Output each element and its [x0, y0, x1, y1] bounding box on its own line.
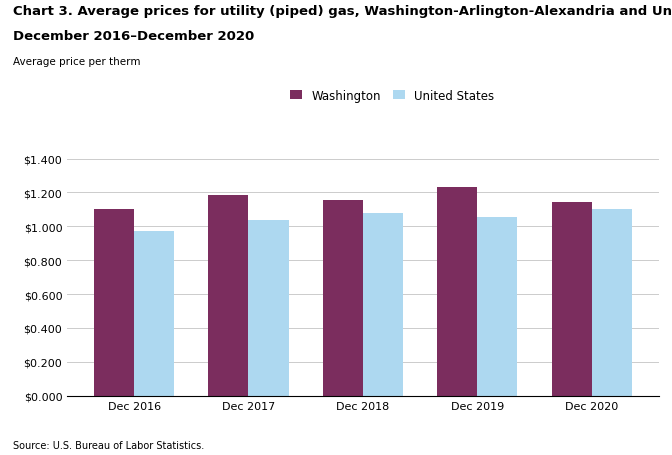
Bar: [591, 209, 632, 396]
Bar: [94, 210, 134, 396]
Bar: [552, 202, 591, 396]
Text: Average price per therm: Average price per therm: [13, 57, 141, 67]
Bar: [437, 187, 477, 396]
Bar: [323, 201, 363, 396]
Bar: [363, 213, 403, 396]
Bar: [134, 232, 174, 396]
Text: Chart 3. Average prices for utility (piped) gas, Washington-Arlington-Alexandria: Chart 3. Average prices for utility (pip…: [13, 5, 672, 18]
Text: December 2016–December 2020: December 2016–December 2020: [13, 30, 255, 43]
Bar: [477, 217, 517, 396]
Text: Source: U.S. Bureau of Labor Statistics.: Source: U.S. Bureau of Labor Statistics.: [13, 440, 205, 450]
Legend: Washington, United States: Washington, United States: [290, 90, 495, 102]
Bar: [249, 221, 288, 396]
Bar: [208, 196, 249, 396]
